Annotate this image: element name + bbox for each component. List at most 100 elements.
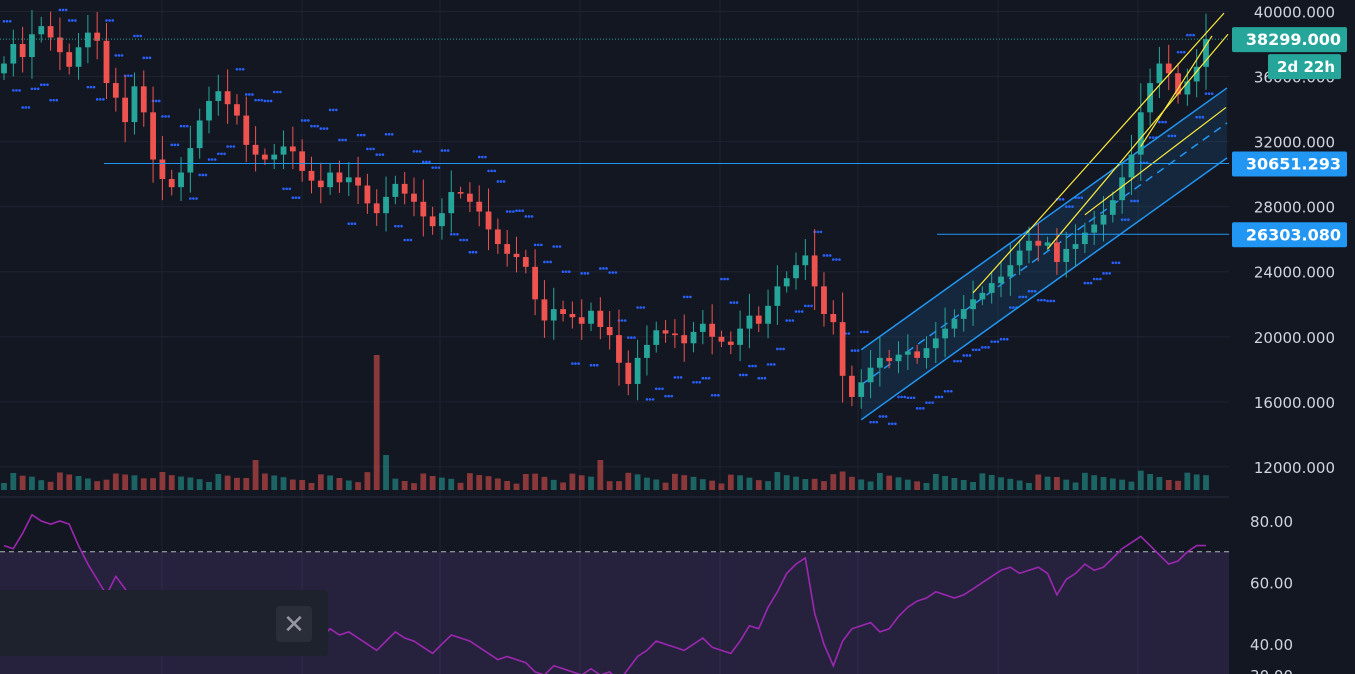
sar-dot xyxy=(145,56,149,60)
price-tick-label: 28000.000 xyxy=(1254,199,1335,217)
sar-dot xyxy=(27,106,31,109)
candle-body xyxy=(774,286,781,306)
sar-dot xyxy=(794,310,798,313)
close-button[interactable]: ✕ xyxy=(276,606,312,642)
rsi-tick-label: 80.00 xyxy=(1250,513,1293,531)
volume-bar xyxy=(243,478,250,490)
sar-dot xyxy=(561,270,565,274)
tag-last-price: 38299.000 xyxy=(1246,30,1341,49)
parabolic-sar xyxy=(2,8,1214,426)
sar-dot xyxy=(791,319,795,322)
sar-dot xyxy=(788,319,792,322)
candle-body xyxy=(401,183,408,194)
volume-bar xyxy=(206,482,212,490)
sar-dot xyxy=(577,362,580,365)
tag-last-price-bg xyxy=(1232,27,1347,53)
volume-bar xyxy=(392,478,399,490)
sar-dot xyxy=(1114,261,1118,265)
sar-dot xyxy=(319,127,323,130)
sar-dot xyxy=(645,398,649,401)
sar-dot xyxy=(838,258,841,261)
volume-bar xyxy=(364,472,371,490)
sar-dot xyxy=(723,277,726,281)
sar-dot xyxy=(347,222,351,226)
sar-dot xyxy=(804,304,807,308)
candle-body xyxy=(262,154,268,160)
sar-dot xyxy=(496,180,500,183)
sar-dot xyxy=(946,389,950,393)
candle-body xyxy=(383,196,389,214)
sar-dot xyxy=(1158,120,1161,124)
sar-dot xyxy=(856,349,860,352)
sar-dot xyxy=(676,376,680,379)
candle-body xyxy=(420,201,427,217)
volume-bar xyxy=(317,474,324,490)
sar-dot xyxy=(1083,281,1087,285)
volume-bar xyxy=(234,477,240,490)
candle-body xyxy=(522,257,529,267)
sar-dot xyxy=(937,395,941,399)
sar-dot xyxy=(648,398,652,401)
sar-dot xyxy=(692,381,695,384)
price-tick-label: 24000.000 xyxy=(1254,264,1335,282)
sar-dot xyxy=(21,106,24,109)
sar-dot xyxy=(198,173,201,177)
volume-bar xyxy=(373,355,380,490)
candle-body xyxy=(802,255,809,266)
sar-dot xyxy=(276,90,279,94)
price-axis[interactable]: 40000.00036000.00032000.00028000.0002400… xyxy=(1229,0,1355,674)
candle-body xyxy=(1063,248,1070,262)
sar-dot xyxy=(114,54,118,57)
sar-dot xyxy=(1130,199,1133,203)
volume-bar xyxy=(849,476,855,490)
sar-dot xyxy=(717,394,720,397)
candle-body xyxy=(1193,66,1200,82)
sar-dot xyxy=(244,93,248,96)
volume-bar xyxy=(1203,475,1209,490)
volume-bar xyxy=(783,475,790,490)
volume-bar xyxy=(1081,472,1088,490)
sar-dot xyxy=(599,267,602,270)
sar-dot xyxy=(139,34,142,38)
rsi-axis[interactable]: 80.00 60.00 40.00 30.00 xyxy=(1250,513,1293,674)
volume-bar xyxy=(1044,476,1051,490)
sar-dot xyxy=(279,90,282,94)
sar-dot xyxy=(990,340,993,343)
sar-dot xyxy=(55,98,59,102)
sar-dot xyxy=(1012,306,1015,309)
volume-bar xyxy=(476,475,483,490)
candle-body xyxy=(942,328,948,339)
sar-dot xyxy=(595,363,599,367)
candle-body xyxy=(252,144,259,155)
sar-dot xyxy=(372,147,375,151)
sar-dot xyxy=(931,401,934,404)
sar-dot xyxy=(1027,289,1031,293)
volume-bar xyxy=(699,479,706,490)
volume-bar xyxy=(1156,477,1163,490)
sar-dot xyxy=(940,395,944,399)
sar-dot xyxy=(1204,92,1208,95)
sar-dot xyxy=(1033,289,1037,293)
candle-body xyxy=(839,322,846,376)
volume-bar xyxy=(560,482,566,490)
volume-bar xyxy=(1147,474,1153,490)
volume-bar xyxy=(457,482,464,490)
volume-bar xyxy=(1035,474,1042,490)
volume-bar xyxy=(1100,477,1107,490)
candle-body xyxy=(1128,154,1135,178)
volume-bar xyxy=(280,477,287,490)
volume-bar xyxy=(178,476,184,490)
sar-dot xyxy=(869,420,872,424)
sar-dot xyxy=(453,233,456,236)
volume-bar xyxy=(75,476,82,490)
sar-dot xyxy=(928,401,931,404)
sar-dot xyxy=(415,150,419,153)
volume-bar xyxy=(504,481,511,490)
sar-dot xyxy=(959,359,962,363)
candle-body xyxy=(671,333,678,336)
volume-bar xyxy=(47,481,54,490)
horizontal-lines[interactable] xyxy=(0,38,1229,235)
sar-dot xyxy=(1024,295,1028,299)
volume-bar xyxy=(960,480,967,490)
